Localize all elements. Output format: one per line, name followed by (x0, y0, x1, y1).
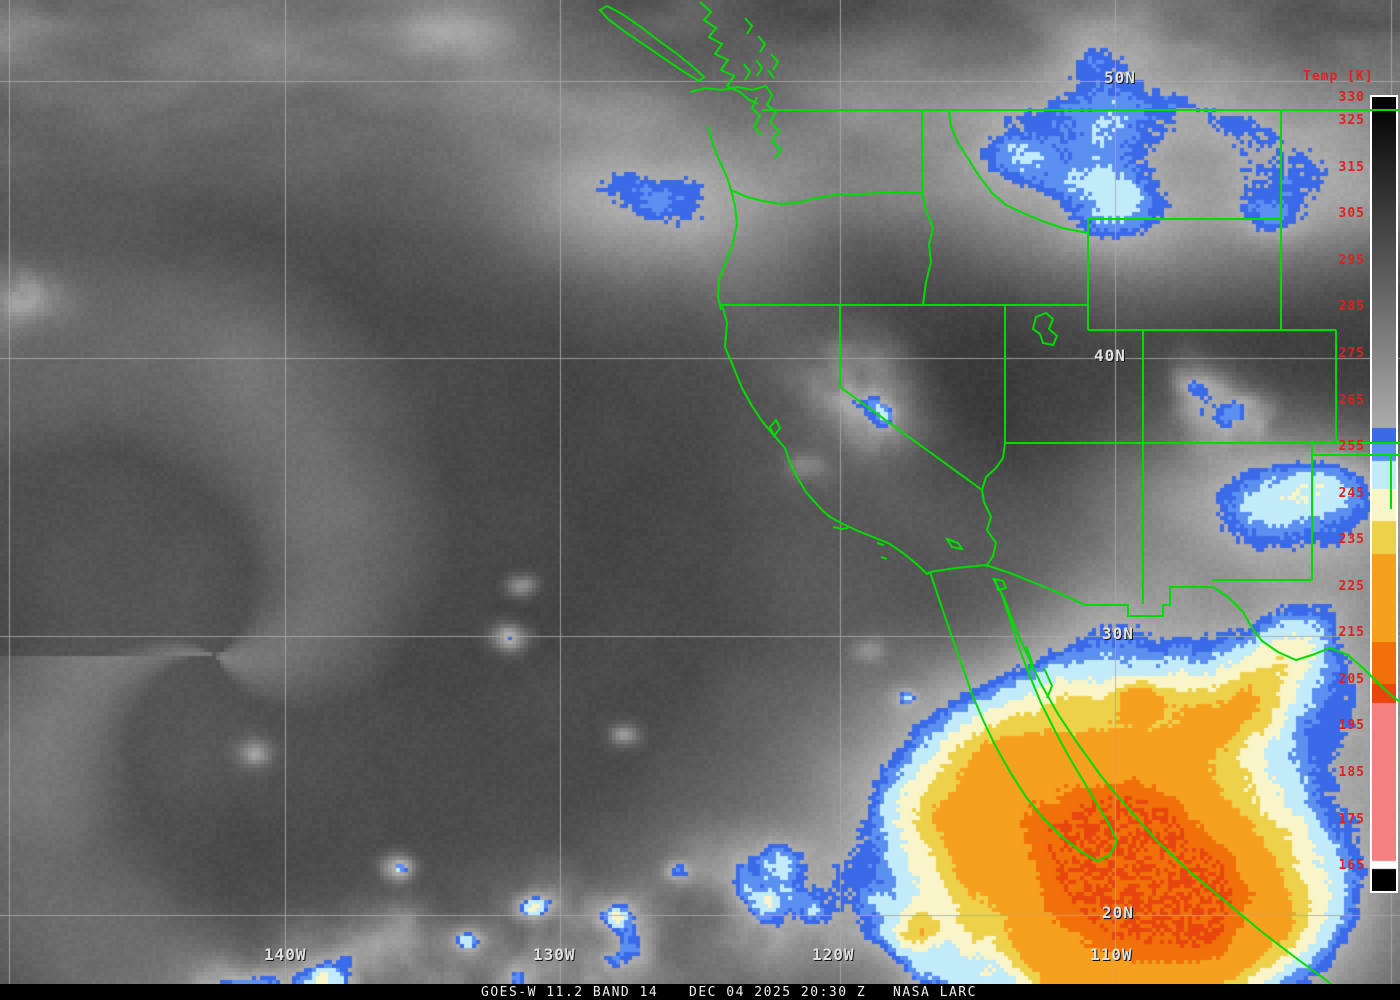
colorbar-tick-label: 215 (1338, 625, 1365, 641)
colorbar-gradient (1372, 97, 1396, 891)
colorbar-tick-label: 225 (1338, 578, 1365, 594)
latitude-label: 50N (1104, 68, 1136, 87)
colorbar-tick-label: 195 (1338, 718, 1365, 734)
caption-bar: GOES-W 11.2 BAND 14 DEC 04 2025 20:30 Z … (0, 984, 1400, 1000)
colorbar-tick-label: 255 (1338, 439, 1365, 455)
longitude-label: 110W (1090, 945, 1133, 964)
colorbar-tick-label: 275 (1338, 346, 1365, 362)
colorbar-tick-label: 305 (1338, 206, 1365, 222)
colorbar-tick-label: 185 (1338, 764, 1365, 780)
colorbar-tick-label: 325 (1338, 113, 1365, 129)
colorbar-tick-label: 295 (1338, 252, 1365, 268)
colorbar-tick-label: 245 (1338, 485, 1365, 501)
temperature-colorbar (1370, 95, 1398, 893)
caption-datetime: DEC 04 2025 20:30 Z (689, 985, 867, 1000)
colorbar-tick-label: 285 (1338, 299, 1365, 315)
colorbar-tick-label: 315 (1338, 159, 1365, 175)
colorbar-tick-label: 235 (1338, 532, 1365, 548)
latitude-label: 40N (1094, 346, 1126, 365)
colorbar-tick-label: 165 (1338, 858, 1365, 874)
caption-satellite: GOES-W 11.2 BAND 14 (481, 985, 659, 1000)
latitude-label: 20N (1102, 903, 1134, 922)
colorbar-tick-label: 175 (1338, 811, 1365, 827)
colorbar-tick-label: 330 (1338, 90, 1365, 105)
colorbar-tick-label: 205 (1338, 671, 1365, 687)
longitude-label: 140W (264, 945, 307, 964)
latitude-label: 30N (1102, 624, 1134, 643)
longitude-label: 130W (533, 945, 576, 964)
caption-credit: NASA LARC (893, 985, 977, 1000)
colorbar-tick-label: 265 (1338, 392, 1365, 408)
colorbar-title: Temp [K] (1303, 69, 1374, 84)
longitude-label: 120W (812, 945, 855, 964)
